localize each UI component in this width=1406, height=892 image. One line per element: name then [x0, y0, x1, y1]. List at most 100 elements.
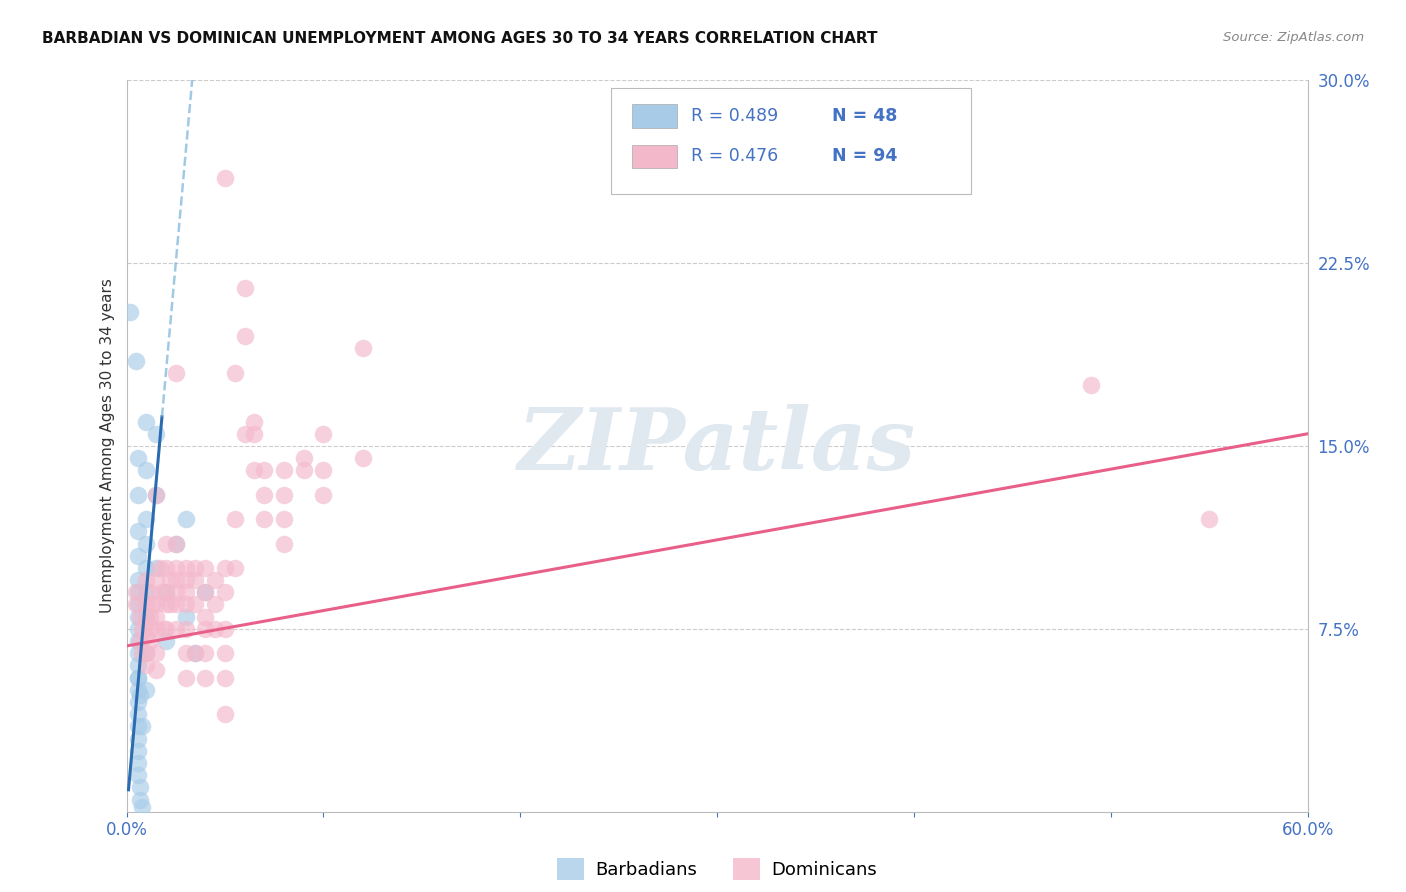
Point — [125, 598, 148, 612]
Point — [204, 622, 226, 636]
Point — [224, 512, 246, 526]
Point — [214, 585, 236, 599]
Point — [127, 573, 149, 587]
Point — [165, 536, 187, 550]
Point — [127, 622, 149, 636]
Point — [145, 609, 167, 624]
Point — [127, 598, 149, 612]
Point — [224, 561, 246, 575]
Point — [131, 719, 153, 733]
Point — [174, 573, 197, 587]
Point — [139, 634, 162, 648]
Point — [174, 671, 197, 685]
Text: N = 48: N = 48 — [831, 107, 897, 125]
Point — [243, 426, 266, 441]
Point — [127, 682, 149, 697]
Point — [145, 646, 167, 660]
Point — [145, 598, 167, 612]
Point — [214, 561, 236, 575]
Point — [312, 426, 335, 441]
Point — [292, 451, 315, 466]
Point — [184, 646, 207, 660]
Point — [204, 573, 226, 587]
Point — [165, 561, 187, 575]
Point — [135, 629, 157, 643]
Point — [135, 646, 157, 660]
Point — [135, 646, 157, 660]
Point — [139, 585, 162, 599]
Point — [184, 598, 207, 612]
Point — [352, 451, 374, 466]
Point — [224, 366, 246, 380]
Point — [150, 585, 173, 599]
Point — [127, 451, 149, 466]
Point — [135, 658, 157, 673]
Point — [165, 622, 187, 636]
Point — [214, 622, 236, 636]
Point — [159, 573, 181, 587]
Point — [155, 585, 177, 599]
Point — [292, 463, 315, 477]
Point — [129, 634, 152, 648]
Point — [214, 170, 236, 185]
Point — [174, 561, 197, 575]
Point — [153, 622, 176, 636]
Point — [135, 512, 157, 526]
Point — [127, 671, 149, 685]
Point — [233, 280, 256, 294]
Point — [273, 536, 295, 550]
Point — [214, 707, 236, 722]
Point — [125, 585, 148, 599]
Point — [127, 731, 149, 746]
Point — [120, 305, 142, 319]
Point — [184, 573, 207, 587]
Point — [135, 573, 157, 587]
Point — [194, 585, 217, 599]
Point — [131, 646, 153, 660]
Point — [127, 756, 149, 770]
Point — [174, 598, 197, 612]
Point — [352, 342, 374, 356]
Point — [155, 561, 177, 575]
Text: N = 94: N = 94 — [831, 147, 897, 165]
Point — [194, 561, 217, 575]
Point — [127, 719, 149, 733]
Point — [127, 549, 149, 563]
Point — [145, 561, 167, 575]
Point — [194, 646, 217, 660]
Point — [174, 585, 197, 599]
Legend: Barbadians, Dominicans: Barbadians, Dominicans — [550, 850, 884, 887]
Point — [233, 329, 256, 343]
Y-axis label: Unemployment Among Ages 30 to 34 years: Unemployment Among Ages 30 to 34 years — [100, 278, 115, 614]
Point — [129, 688, 152, 702]
Text: ZIPatlas: ZIPatlas — [517, 404, 917, 488]
Point — [145, 663, 167, 677]
Point — [135, 615, 157, 629]
Point — [135, 415, 157, 429]
Point — [131, 622, 153, 636]
Point — [131, 800, 153, 814]
Point — [135, 561, 157, 575]
Point — [165, 366, 187, 380]
Text: Source: ZipAtlas.com: Source: ZipAtlas.com — [1223, 31, 1364, 45]
Point — [129, 780, 152, 795]
Point — [127, 646, 149, 660]
Point — [214, 671, 236, 685]
Point — [165, 585, 187, 599]
Point — [194, 622, 217, 636]
Point — [129, 792, 152, 806]
Point — [135, 609, 157, 624]
Point — [135, 536, 157, 550]
Point — [194, 585, 217, 599]
Point — [127, 671, 149, 685]
Point — [273, 488, 295, 502]
Point — [155, 598, 177, 612]
Bar — [633, 145, 676, 168]
Point — [135, 682, 157, 697]
Point — [1080, 378, 1102, 392]
Point — [127, 695, 149, 709]
FancyBboxPatch shape — [610, 87, 972, 194]
Point — [155, 622, 177, 636]
Point — [174, 646, 197, 660]
Point — [145, 488, 167, 502]
